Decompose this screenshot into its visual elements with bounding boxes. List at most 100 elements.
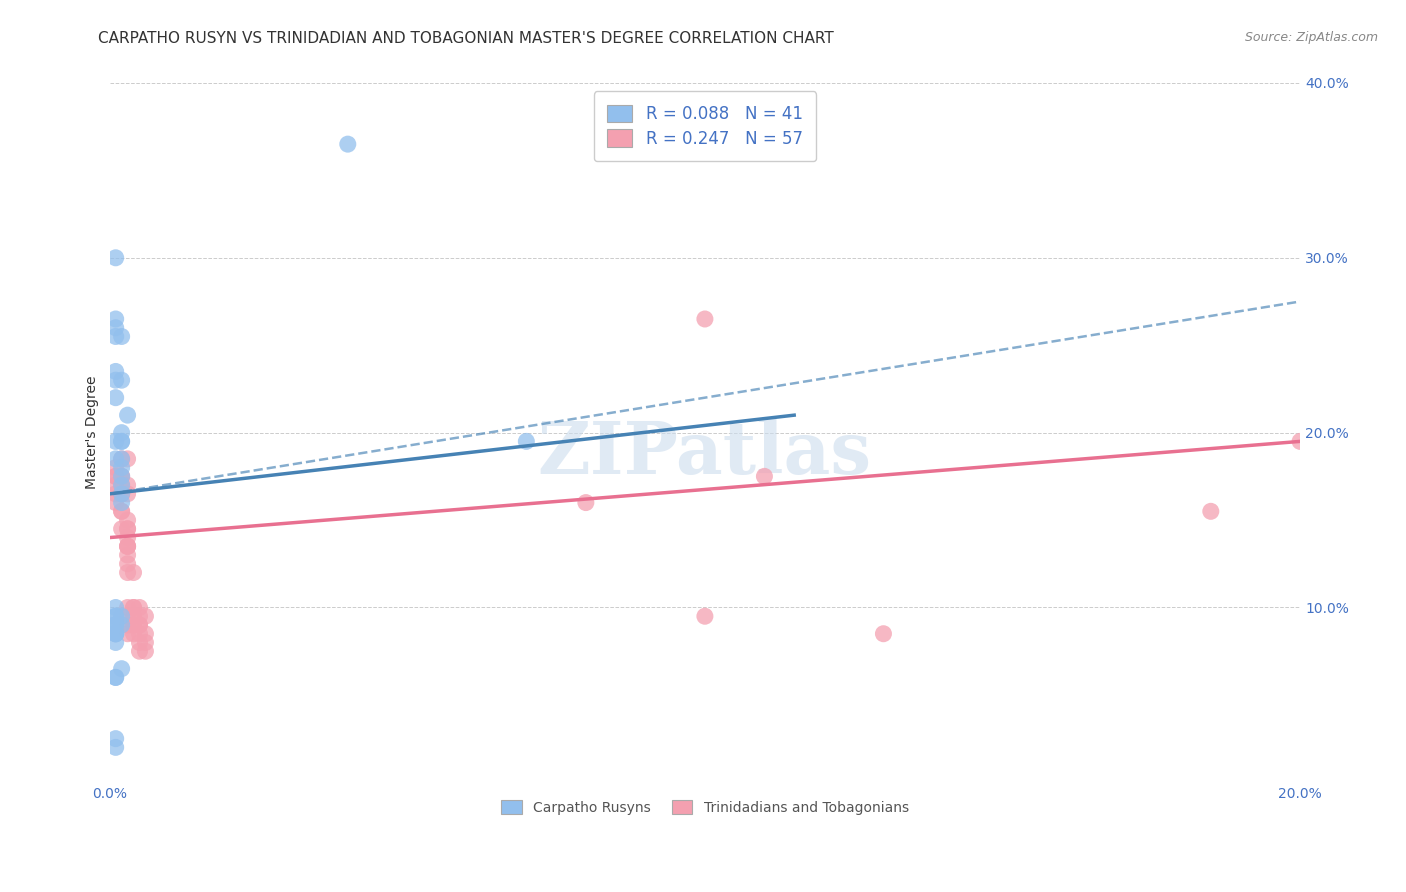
Point bbox=[104, 391, 127, 405]
Text: Source: ZipAtlas.com: Source: ZipAtlas.com bbox=[1244, 31, 1378, 45]
Point bbox=[1199, 504, 1222, 518]
Point bbox=[122, 618, 145, 632]
Point bbox=[104, 618, 127, 632]
Point bbox=[117, 539, 139, 553]
Point bbox=[104, 329, 127, 343]
Point bbox=[117, 478, 139, 492]
Point bbox=[111, 373, 134, 387]
Point bbox=[122, 600, 145, 615]
Point bbox=[111, 469, 134, 483]
Point bbox=[111, 487, 134, 501]
Point bbox=[111, 495, 134, 509]
Point bbox=[134, 609, 156, 624]
Point bbox=[104, 635, 127, 649]
Point bbox=[104, 469, 127, 483]
Point bbox=[111, 504, 134, 518]
Point bbox=[117, 626, 139, 640]
Point bbox=[104, 731, 127, 746]
Point bbox=[104, 460, 127, 475]
Point bbox=[104, 364, 127, 378]
Point bbox=[104, 469, 127, 483]
Point bbox=[104, 626, 127, 640]
Point bbox=[111, 451, 134, 466]
Point bbox=[111, 662, 134, 676]
Point bbox=[104, 609, 127, 624]
Point bbox=[104, 626, 127, 640]
Point bbox=[104, 600, 127, 615]
Point bbox=[117, 451, 139, 466]
Point bbox=[111, 434, 134, 449]
Point bbox=[117, 531, 139, 545]
Point bbox=[111, 522, 134, 536]
Point bbox=[104, 618, 127, 632]
Point bbox=[111, 469, 134, 483]
Text: CARPATHO RUSYN VS TRINIDADIAN AND TOBAGONIAN MASTER'S DEGREE CORRELATION CHART: CARPATHO RUSYN VS TRINIDADIAN AND TOBAGO… bbox=[98, 31, 834, 46]
Point bbox=[111, 425, 134, 440]
Point bbox=[111, 469, 134, 483]
Point bbox=[122, 600, 145, 615]
Point bbox=[122, 566, 145, 580]
Point bbox=[515, 434, 537, 449]
Point bbox=[104, 251, 127, 265]
Point bbox=[128, 618, 150, 632]
Point bbox=[128, 618, 150, 632]
Point bbox=[128, 644, 150, 658]
Point bbox=[104, 626, 127, 640]
Point bbox=[128, 600, 150, 615]
Point bbox=[117, 522, 139, 536]
Point bbox=[104, 478, 127, 492]
Legend: Carpatho Rusyns, Trinidadians and Tobagonians: Carpatho Rusyns, Trinidadians and Tobago… bbox=[491, 790, 918, 824]
Point bbox=[128, 635, 150, 649]
Point bbox=[104, 320, 127, 334]
Point bbox=[122, 626, 145, 640]
Point bbox=[336, 137, 359, 152]
Point bbox=[111, 478, 134, 492]
Point bbox=[111, 618, 134, 632]
Point bbox=[104, 609, 127, 624]
Point bbox=[1289, 434, 1312, 449]
Point bbox=[117, 566, 139, 580]
Point bbox=[111, 329, 134, 343]
Point bbox=[117, 618, 139, 632]
Point bbox=[104, 434, 127, 449]
Point bbox=[111, 460, 134, 475]
Point bbox=[134, 635, 156, 649]
Y-axis label: Master's Degree: Master's Degree bbox=[86, 376, 100, 490]
Point bbox=[104, 495, 127, 509]
Point bbox=[104, 626, 127, 640]
Point bbox=[104, 670, 127, 684]
Point bbox=[117, 548, 139, 562]
Point bbox=[104, 670, 127, 684]
Point bbox=[128, 626, 150, 640]
Point bbox=[117, 522, 139, 536]
Point bbox=[104, 618, 127, 632]
Point bbox=[111, 609, 134, 624]
Point bbox=[117, 539, 139, 553]
Point bbox=[754, 469, 776, 483]
Point bbox=[122, 609, 145, 624]
Point bbox=[104, 451, 127, 466]
Point bbox=[872, 626, 894, 640]
Point bbox=[104, 373, 127, 387]
Point bbox=[117, 557, 139, 571]
Point bbox=[117, 539, 139, 553]
Point bbox=[111, 451, 134, 466]
Point bbox=[128, 609, 150, 624]
Point bbox=[111, 487, 134, 501]
Point bbox=[117, 600, 139, 615]
Point bbox=[104, 740, 127, 755]
Text: ZIPatlas: ZIPatlas bbox=[538, 418, 872, 489]
Point bbox=[117, 487, 139, 501]
Point bbox=[111, 487, 134, 501]
Point bbox=[111, 434, 134, 449]
Point bbox=[134, 644, 156, 658]
Point bbox=[104, 312, 127, 326]
Point bbox=[111, 478, 134, 492]
Point bbox=[117, 513, 139, 527]
Point bbox=[111, 487, 134, 501]
Point bbox=[693, 312, 716, 326]
Point bbox=[134, 626, 156, 640]
Point bbox=[693, 609, 716, 624]
Point bbox=[575, 495, 598, 509]
Point bbox=[104, 487, 127, 501]
